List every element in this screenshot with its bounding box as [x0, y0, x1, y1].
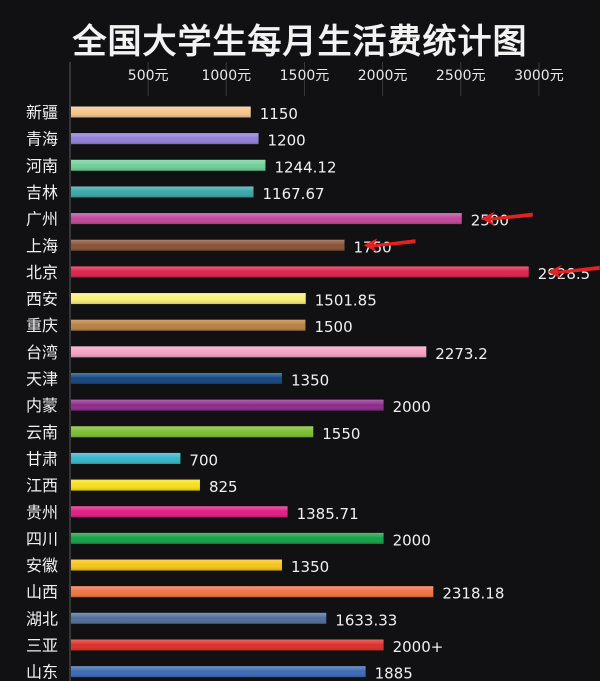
bar-shine: [71, 532, 384, 544]
category-label: 三亚: [26, 636, 58, 655]
data-label: 2928.5: [538, 265, 591, 283]
category-label: 山东: [26, 663, 58, 681]
category-label: 山西: [26, 583, 58, 602]
arrow-annotation: [363, 238, 416, 253]
x-tick-label: 3000元: [514, 68, 564, 84]
data-label: 825: [209, 478, 238, 496]
category-label: 青海: [26, 130, 58, 149]
category-label: 安徽: [26, 556, 58, 575]
data-label: 1885: [375, 665, 413, 681]
data-label: 2000: [393, 398, 431, 416]
data-label: 2000: [393, 531, 431, 549]
category-label: 广州: [26, 210, 58, 229]
category-label: 江西: [26, 476, 58, 495]
bar-shine: [71, 399, 384, 411]
x-tick-label: 2000元: [358, 68, 408, 84]
bar-shine: [71, 133, 259, 145]
category-label: 贵州: [26, 503, 58, 522]
category-label: 云南: [26, 423, 58, 442]
data-label: 2000+: [393, 638, 444, 656]
bar-shine: [71, 373, 283, 384]
data-label: 1244.12: [274, 158, 336, 176]
category-label: 河南: [26, 156, 58, 175]
data-label: 1385.71: [297, 505, 359, 523]
category-label: 吉林: [26, 183, 58, 202]
category-label: 湖北: [26, 609, 58, 628]
category-label: 西安: [26, 290, 58, 309]
bar-shine: [71, 426, 314, 438]
arrow-annotation: [547, 264, 600, 279]
data-label: 1550: [322, 425, 360, 443]
category-label: 四川: [26, 529, 58, 548]
bar-shine: [71, 666, 366, 678]
category-label: 甘肃: [26, 449, 58, 468]
bar-shine: [71, 266, 529, 278]
data-label: 1200: [268, 132, 306, 150]
bar-shine: [71, 452, 181, 464]
category-label: 上海: [26, 236, 58, 255]
category-label: 北京: [26, 263, 58, 282]
x-tick-label: 500元: [128, 68, 169, 84]
data-label: 2318.18: [442, 585, 504, 603]
category-label: 内蒙: [26, 396, 58, 415]
x-tick-label: 1000元: [201, 68, 251, 84]
bar-shine: [71, 346, 427, 358]
bar-shine: [71, 106, 251, 118]
bar-shine: [71, 186, 254, 198]
data-label: 700: [189, 451, 218, 469]
bar-shine: [71, 159, 266, 171]
bar-shine: [71, 479, 200, 491]
arrow-annotation: [480, 211, 533, 226]
category-label: 台湾: [26, 343, 58, 362]
chart-title: 全国大学生每月生活费统计图: [72, 22, 528, 62]
category-label: 新疆: [26, 103, 58, 122]
bar-shine: [71, 586, 434, 598]
data-label: 1500: [314, 318, 352, 336]
bar-shine: [71, 506, 288, 518]
bar-shine: [71, 612, 327, 624]
x-tick-label: 2500元: [436, 68, 486, 84]
category-label: 天津: [26, 370, 58, 389]
bar-shine: [71, 239, 345, 251]
data-label: 1350: [291, 558, 329, 576]
x-tick-label: 1500元: [280, 68, 330, 84]
category-label: 重庆: [26, 316, 58, 335]
bar-shine: [71, 639, 384, 651]
bar-shine: [71, 559, 283, 571]
data-label: 1501.85: [315, 292, 377, 310]
data-label: 1150: [260, 105, 298, 123]
data-label: 1350: [291, 372, 329, 390]
data-label: 2273.2: [435, 345, 488, 363]
bar-shine: [71, 213, 462, 225]
data-label: 1633.33: [335, 611, 397, 629]
data-label: 1167.67: [263, 185, 325, 203]
bar-shine: [71, 319, 306, 331]
bar-shine: [71, 293, 306, 305]
